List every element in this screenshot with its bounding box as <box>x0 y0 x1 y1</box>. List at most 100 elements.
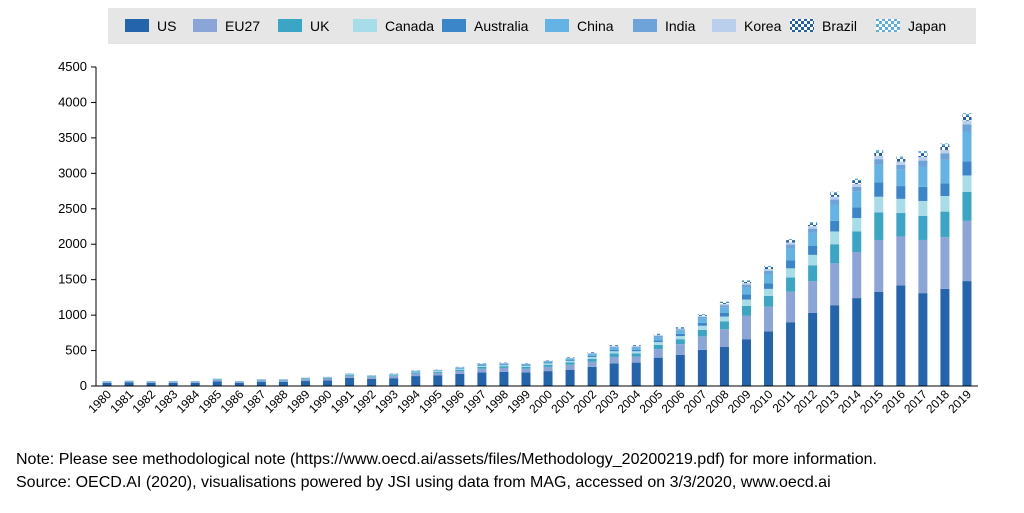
bar-eu27-2001 <box>565 364 575 370</box>
bar-korea-2016 <box>896 161 906 165</box>
bar-canada-2014 <box>852 217 862 232</box>
bar-uk-1995 <box>433 371 443 373</box>
bar-eu27-2010 <box>764 306 774 332</box>
bar-uk-2014 <box>852 231 862 253</box>
bar-australia-2000 <box>543 362 553 364</box>
y-tick-label: 500 <box>65 343 87 358</box>
bar-india-2001 <box>565 358 575 359</box>
x-tick-label: 1980 <box>85 387 114 416</box>
bar-korea-2017 <box>918 157 928 161</box>
bar-uk-2003 <box>609 353 619 357</box>
bar-canada-2018 <box>940 196 950 212</box>
bar-us-1996 <box>455 373 465 386</box>
stacked-bar-chart: US EU27 UK Canada Australia China India Korea Br… <box>58 8 978 416</box>
bar-eu27-1984 <box>190 381 200 383</box>
bar-us-2012 <box>808 312 818 386</box>
bar-australia-1998 <box>499 364 509 366</box>
legend-label-india: India <box>665 18 696 34</box>
bar-korea-2014 <box>852 183 862 187</box>
bar-uk-1994 <box>411 372 421 374</box>
bar-us-1983 <box>168 382 178 386</box>
legend-swatch-uk <box>278 19 302 32</box>
bar-japan-2009 <box>741 280 751 282</box>
bar-canada-2008 <box>719 316 729 322</box>
bar-japan-2012 <box>808 222 818 224</box>
bar-eu27-2009 <box>741 315 751 340</box>
x-tick-label: 1999 <box>504 387 533 416</box>
bar-china-2010 <box>764 273 774 284</box>
bar-japan-2005 <box>653 333 663 335</box>
legend-label-japan: Japan <box>908 18 946 34</box>
bar-brazil-2012 <box>808 223 818 227</box>
bar-india-2019 <box>962 124 972 132</box>
x-tick-label: 2006 <box>659 387 688 416</box>
bar-eu27-1993 <box>389 376 399 379</box>
bar-brazil-2017 <box>918 153 928 158</box>
x-tick-label: 2017 <box>901 387 930 416</box>
x-tick-label: 1990 <box>306 387 335 416</box>
bar-india-1999 <box>521 363 531 365</box>
bar-uk-2010 <box>764 295 774 307</box>
bar-australia-2012 <box>808 245 818 255</box>
y-tick-label: 3500 <box>58 130 87 145</box>
bar-uk-2009 <box>741 305 751 316</box>
bar-eu27-1986 <box>234 381 244 383</box>
bar-us-2013 <box>830 305 840 386</box>
bar-china-1998 <box>499 363 509 365</box>
bar-brazil-2018 <box>940 145 950 150</box>
legend-label-brazil: Brazil <box>822 18 857 34</box>
legend-label-australia: Australia <box>474 18 529 34</box>
bar-china-2014 <box>852 191 862 208</box>
bar-uk-2017 <box>918 215 928 240</box>
legend-swatch-korea <box>712 19 736 32</box>
bar-korea-2012 <box>808 226 818 229</box>
bar-eu27-1995 <box>433 372 443 376</box>
legend: US EU27 UK Canada Australia China India Korea Br… <box>125 18 946 34</box>
x-tick-label: 1982 <box>129 387 158 416</box>
bar-japan-2018 <box>940 143 950 146</box>
bar-india-2008 <box>719 305 729 308</box>
bar-eu27-2006 <box>675 344 685 355</box>
bar-us-1982 <box>146 382 156 386</box>
x-tick-label: 2015 <box>857 387 886 416</box>
bar-china-2009 <box>741 287 751 295</box>
x-tick-label: 2014 <box>835 387 864 416</box>
bar-uk-2006 <box>675 339 685 345</box>
bar-uk-2018 <box>940 211 950 238</box>
x-tick-label: 2009 <box>725 387 754 416</box>
bar-us-2007 <box>697 349 707 386</box>
bar-china-2007 <box>697 318 707 323</box>
bar-japan-2013 <box>830 191 840 194</box>
x-tick-label: 1989 <box>284 387 313 416</box>
bar-us-2005 <box>653 357 663 386</box>
methodology-note: Note: Please see methodological note (ht… <box>16 451 877 468</box>
bar-canada-1993 <box>389 374 399 376</box>
bar-india-2009 <box>741 284 751 288</box>
bar-india-2014 <box>852 186 862 192</box>
bar-brazil-2010 <box>764 267 774 270</box>
bar-eu27-2003 <box>609 356 619 364</box>
x-tick-label: 2019 <box>945 387 974 416</box>
bar-us-1997 <box>477 372 487 386</box>
bar-australia-1997 <box>477 365 487 366</box>
bar-australia-2015 <box>874 182 884 197</box>
bar-us-1989 <box>300 381 310 386</box>
bar-canada-2003 <box>609 351 619 354</box>
x-tick-label: 1984 <box>174 387 203 416</box>
bar-australia-2017 <box>918 186 928 201</box>
bar-brazil-2016 <box>896 158 906 162</box>
bar-uk-1985 <box>212 379 222 380</box>
bar-uk-2019 <box>962 191 972 221</box>
bar-uk-1996 <box>455 369 465 372</box>
bar-eu27-2005 <box>653 349 663 358</box>
bar-canada-1999 <box>521 365 531 367</box>
bar-australia-2013 <box>830 220 840 232</box>
bar-canada-2019 <box>962 175 972 192</box>
bar-china-2018 <box>940 159 950 184</box>
legend-swatch-india <box>633 19 657 32</box>
x-tick-label: 1991 <box>328 387 357 416</box>
bar-japan-2006 <box>675 327 685 328</box>
x-tick-label: 2000 <box>526 387 555 416</box>
legend-label-canada: Canada <box>385 18 434 34</box>
bar-eu27-1983 <box>168 381 178 383</box>
